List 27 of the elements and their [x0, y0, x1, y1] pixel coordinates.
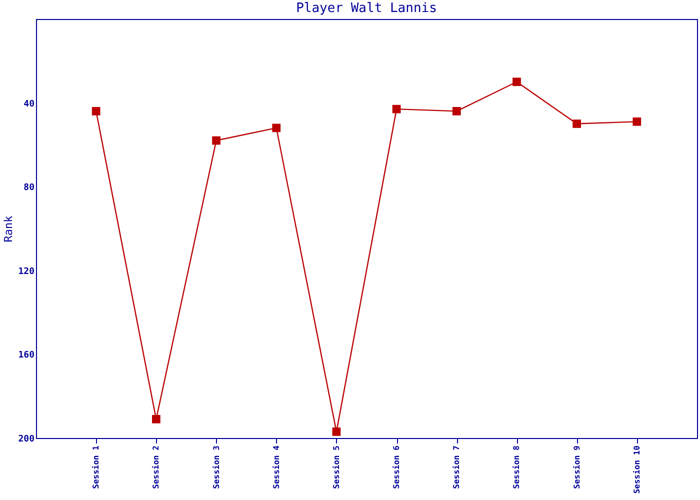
point — [392, 104, 401, 114]
point — [212, 136, 220, 145]
point — [332, 428, 341, 436]
x-tick-label: Session 6 — [392, 445, 402, 489]
x-tick-label: Session 1 — [92, 445, 101, 489]
y-tick-label: 160 — [18, 350, 34, 361]
x-tick-label: Session 2 — [152, 445, 161, 489]
y-tick-label: 120 — [18, 266, 34, 277]
y-tick-label: 200 — [18, 434, 34, 444]
point — [632, 117, 642, 126]
x-tick-label: Session 4 — [272, 445, 281, 489]
y-axis-title: Rank — [2, 215, 16, 242]
x-tick-label: Session 8 — [512, 445, 522, 489]
point — [92, 106, 100, 116]
point — [512, 78, 521, 86]
point — [152, 414, 160, 424]
y-tick-label: 80 — [24, 183, 34, 194]
x-tick-label: Session 3 — [212, 445, 221, 489]
point — [272, 124, 281, 132]
x-tick-label: Session 5 — [332, 445, 341, 489]
x-tick-label: Session 7 — [452, 445, 462, 489]
x-tick-label: Session 9 — [572, 445, 582, 489]
x-tick-label: Session 10 — [632, 445, 642, 494]
y-tick-label: 40 — [24, 99, 34, 110]
chart-title: Player Walt Lannis — [296, 1, 437, 16]
point — [572, 120, 581, 128]
point — [452, 106, 461, 116]
